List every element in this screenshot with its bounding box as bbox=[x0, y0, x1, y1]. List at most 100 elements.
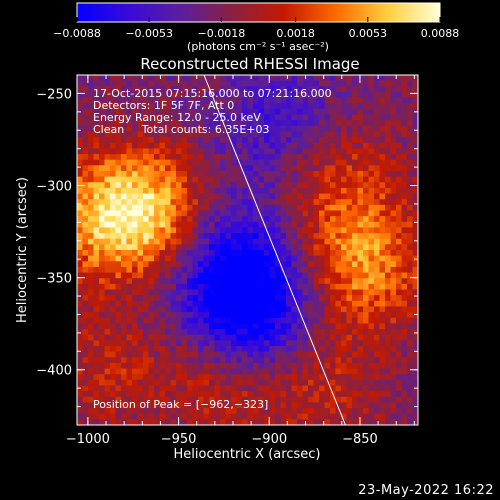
heatmap-cell bbox=[319, 379, 326, 387]
heatmap-cell bbox=[401, 250, 408, 257]
heatmap-cell bbox=[258, 312, 265, 319]
heatmap-cell bbox=[352, 312, 359, 319]
heatmap-cell bbox=[385, 131, 392, 138]
heatmap-cell bbox=[275, 108, 282, 116]
heatmap-cell bbox=[253, 233, 260, 240]
heatmap-cell bbox=[280, 238, 287, 245]
heatmap-cell bbox=[357, 80, 364, 87]
heatmap-cell bbox=[341, 233, 348, 240]
heatmap-cell bbox=[121, 176, 128, 183]
heatmap-cell bbox=[374, 379, 381, 387]
heatmap-cell bbox=[396, 114, 403, 121]
heatmap-cell bbox=[357, 176, 364, 183]
heatmap-cell bbox=[280, 396, 287, 404]
heatmap-cell bbox=[154, 137, 161, 144]
heatmap-cell bbox=[187, 329, 194, 336]
heatmap-cell bbox=[308, 131, 315, 138]
heatmap-cell bbox=[319, 125, 326, 133]
heatmap-cell bbox=[330, 165, 337, 172]
heatmap-cell bbox=[126, 159, 133, 166]
colorbar-unit-label: (photons cm⁻² s⁻¹ asec⁻²) bbox=[187, 40, 329, 53]
heatmap-cell bbox=[412, 170, 418, 178]
heatmap-cell bbox=[110, 221, 117, 229]
heatmap-cell bbox=[143, 97, 150, 104]
heatmap-cell bbox=[110, 300, 117, 308]
heatmap-cell bbox=[181, 391, 188, 398]
heatmap-cell bbox=[396, 108, 403, 116]
heatmap-cell bbox=[192, 114, 199, 121]
heatmap-cell bbox=[335, 312, 342, 319]
heatmap-cell bbox=[319, 317, 326, 324]
heatmap-cell bbox=[170, 289, 177, 296]
heatmap-cell bbox=[341, 80, 348, 87]
heatmap-cell bbox=[170, 233, 177, 240]
x-axis-tick-label: −850 bbox=[342, 432, 378, 447]
heatmap-cell bbox=[308, 125, 315, 133]
heatmap-cell bbox=[258, 210, 265, 217]
heatmap-cell bbox=[286, 391, 293, 398]
heatmap-cell bbox=[132, 182, 139, 189]
heatmap-cell bbox=[192, 419, 199, 425]
heatmap-cell bbox=[247, 385, 254, 392]
heatmap-cell bbox=[390, 362, 397, 370]
heatmap-cell bbox=[137, 210, 144, 217]
heatmap-cell bbox=[187, 210, 194, 217]
heatmap-cell bbox=[77, 295, 84, 302]
heatmap-cell bbox=[132, 114, 139, 121]
heatmap-cell bbox=[324, 306, 331, 313]
heatmap-cell bbox=[401, 272, 408, 279]
heatmap-cell bbox=[176, 216, 183, 223]
heatmap-cell bbox=[88, 250, 95, 257]
heatmap-cell bbox=[181, 295, 188, 302]
heatmap-cell bbox=[220, 374, 227, 381]
heatmap-cell bbox=[324, 176, 331, 183]
heatmap-cell bbox=[291, 97, 298, 104]
heatmap-cell bbox=[88, 289, 95, 296]
heatmap-cell bbox=[280, 368, 287, 375]
heatmap-cell bbox=[275, 199, 282, 206]
heatmap-cell bbox=[121, 391, 128, 398]
heatmap-cell bbox=[165, 165, 172, 172]
heatmap-cell bbox=[93, 103, 100, 110]
heatmap-cell bbox=[368, 227, 375, 234]
heatmap-cell bbox=[280, 379, 287, 387]
heatmap-cell bbox=[187, 159, 194, 166]
heatmap-cell bbox=[291, 317, 298, 324]
heatmap-cell bbox=[225, 103, 232, 110]
heatmap-cell bbox=[104, 391, 111, 398]
heatmap-cell bbox=[126, 413, 133, 420]
heatmap-cell bbox=[286, 312, 293, 319]
heatmap-cell bbox=[368, 306, 375, 313]
heatmap-cell bbox=[374, 97, 381, 104]
heatmap-cell bbox=[264, 408, 271, 415]
heatmap-cell bbox=[374, 323, 381, 330]
annotation-energy-range: Energy Range: 12.0 - 25.0 keV bbox=[93, 111, 261, 124]
heatmap-cell bbox=[154, 114, 161, 121]
heatmap-cell bbox=[313, 148, 320, 155]
heatmap-cell bbox=[148, 125, 155, 133]
heatmap-cell bbox=[242, 261, 249, 268]
heatmap-cell bbox=[390, 103, 397, 110]
heatmap-cell bbox=[291, 193, 298, 200]
heatmap-cell bbox=[253, 379, 260, 387]
heatmap-cell bbox=[379, 402, 386, 409]
heatmap-cell bbox=[225, 402, 232, 409]
heatmap-cell bbox=[407, 368, 414, 375]
heatmap-cell bbox=[379, 210, 386, 217]
heatmap-cell bbox=[258, 408, 265, 415]
heatmap-cell bbox=[352, 368, 359, 375]
heatmap-cell bbox=[280, 221, 287, 229]
heatmap-cell bbox=[258, 176, 265, 183]
heatmap-cell bbox=[121, 312, 128, 319]
heatmap-cell bbox=[330, 345, 337, 353]
heatmap-cell bbox=[77, 396, 84, 404]
heatmap-cell bbox=[352, 300, 359, 308]
heatmap-cell bbox=[143, 238, 150, 245]
heatmap-cell bbox=[220, 244, 227, 251]
heatmap-cell bbox=[401, 114, 408, 121]
heatmap-cell bbox=[374, 159, 381, 166]
heatmap-cell bbox=[88, 391, 95, 398]
heatmap-cell bbox=[225, 272, 232, 279]
heatmap-cell bbox=[308, 154, 315, 161]
heatmap-cell bbox=[137, 86, 144, 93]
